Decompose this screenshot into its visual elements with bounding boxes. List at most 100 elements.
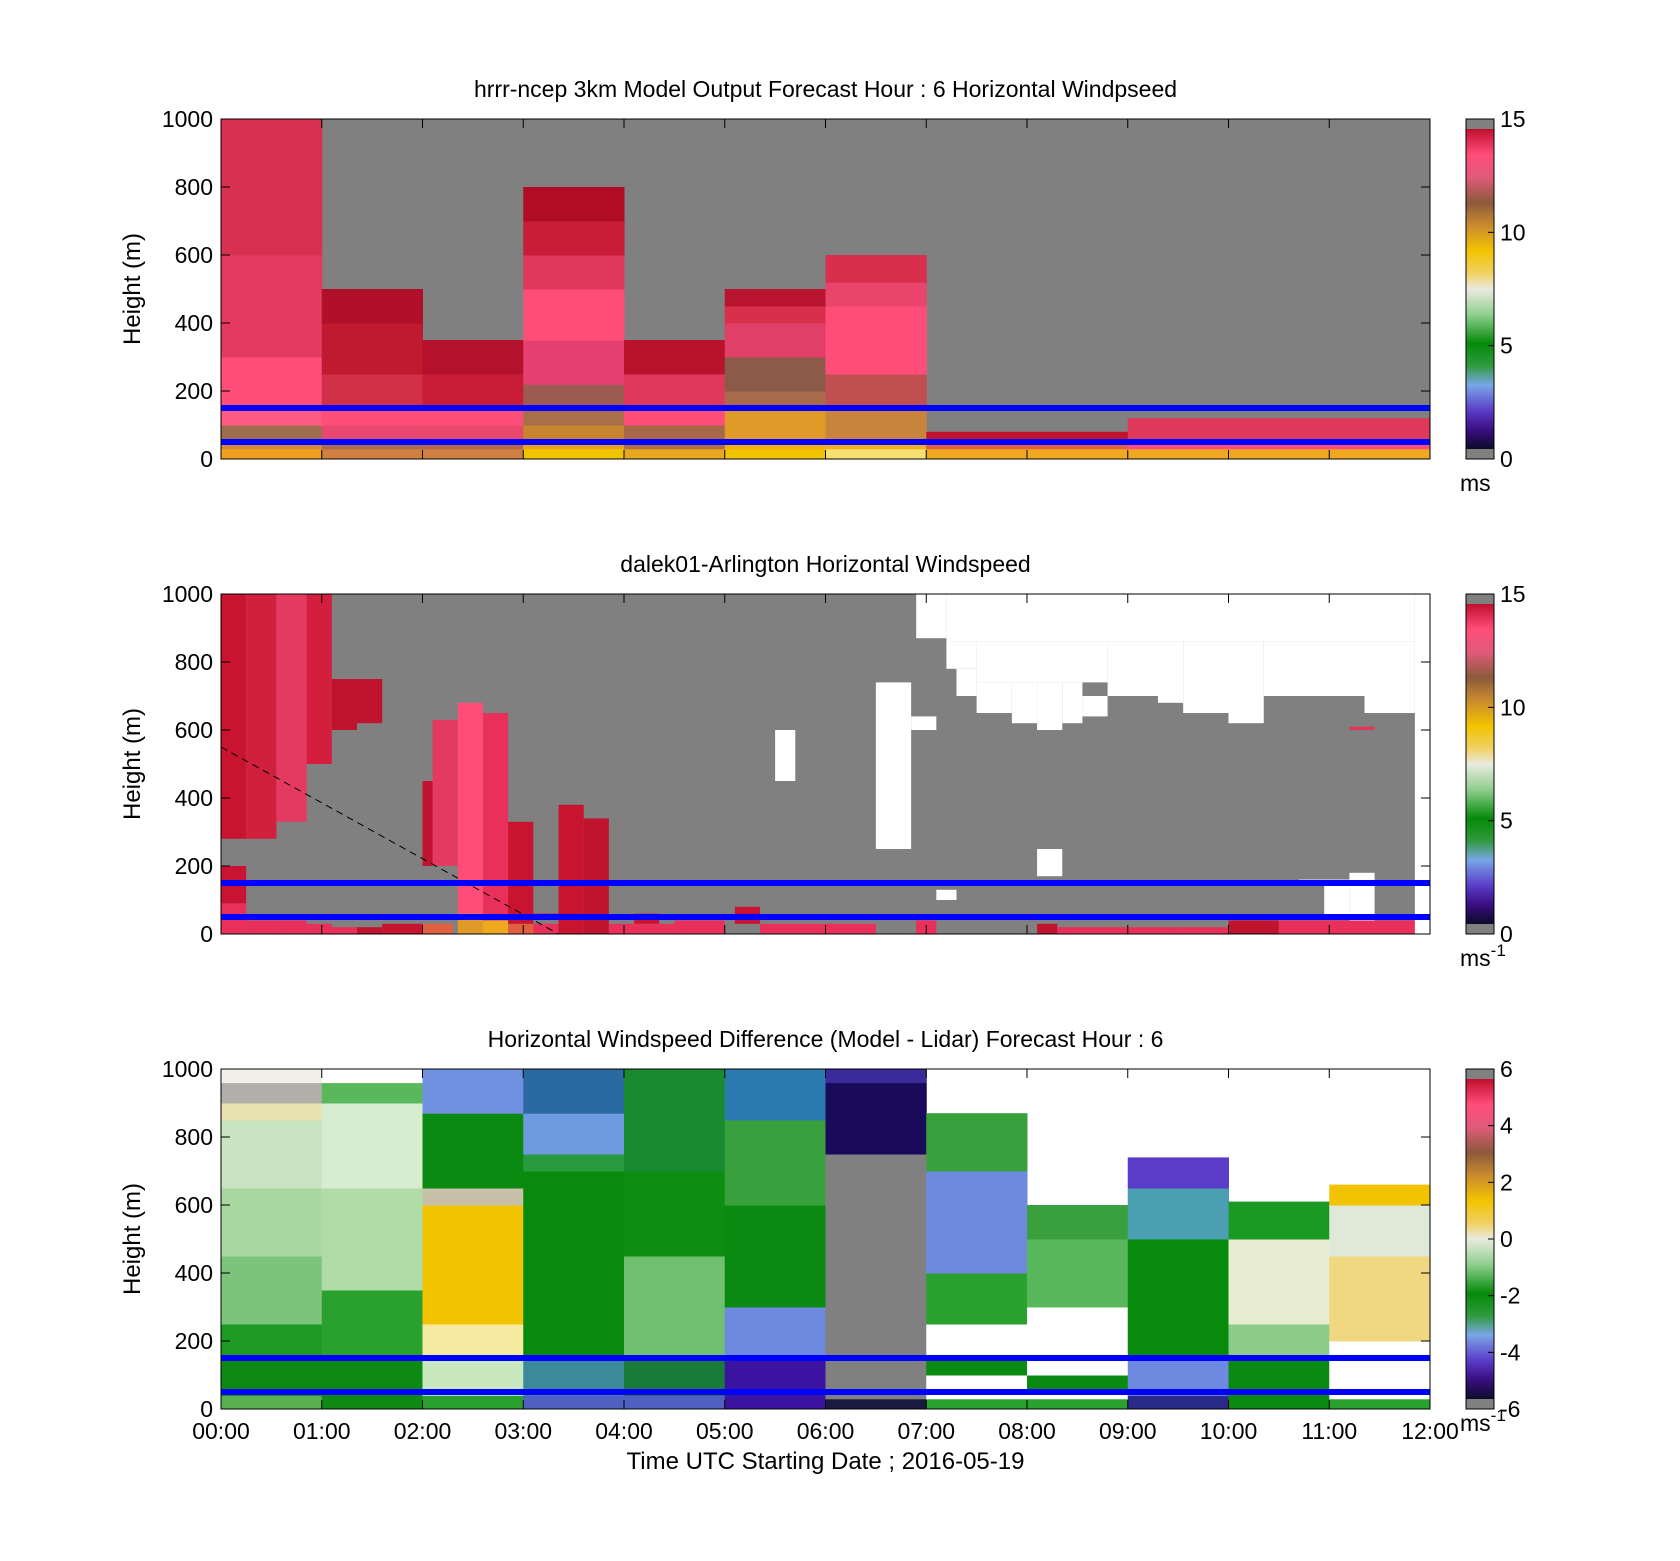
- y-axis-label: Height (m): [119, 1183, 146, 1295]
- y-tick-label: 800: [175, 174, 213, 200]
- heatmap-cell: [482, 920, 509, 934]
- x-tick-label: 01:00: [293, 1418, 351, 1444]
- heatmap-cell: [1228, 418, 1330, 443]
- dashed-reference-line: [220, 746, 559, 935]
- colorbar-tick-label: -4: [1500, 1339, 1521, 1365]
- heatmap-cell: [1329, 448, 1431, 460]
- missing-data-cell: [1157, 641, 1184, 703]
- colorbar-tick-label: 15: [1500, 581, 1526, 607]
- heatmap-cell: [221, 255, 323, 358]
- colorbar-frame: [1465, 593, 1495, 935]
- heatmap-cell: [724, 1358, 826, 1410]
- heatmap-cell: [1027, 1239, 1129, 1308]
- y-tick-label: 0: [200, 446, 213, 472]
- heatmap-cell: [523, 255, 625, 290]
- heatmap-cell: [422, 1188, 524, 1206]
- missing-data-cell: [1037, 849, 1063, 877]
- heatmap-cell: [724, 323, 826, 358]
- heatmap-cell: [422, 374, 524, 409]
- heatmap-cell: [1127, 1395, 1229, 1410]
- heatmap-cell: [1127, 1157, 1229, 1189]
- y-tick-label: 800: [175, 649, 213, 675]
- heatmap-cell: [246, 920, 277, 934]
- heatmap-cell: [523, 1069, 625, 1114]
- heatmap-cell: [422, 1205, 524, 1325]
- heatmap-cell: [523, 448, 625, 460]
- heatmap-cell: [321, 1290, 423, 1359]
- heatmap-cell: [321, 1358, 423, 1410]
- heatmap-cell: [523, 289, 625, 341]
- heatmap-cell: [523, 1113, 625, 1155]
- heatmap-cell: [221, 1188, 323, 1257]
- colorbar-unit-exponent: -1: [1491, 941, 1506, 960]
- missing-data-cell: [1263, 641, 1365, 696]
- heatmap-cell: [331, 927, 358, 934]
- heatmap-cell: [523, 1395, 625, 1410]
- heatmap-cell: [724, 408, 826, 440]
- heatmap-cell: [422, 340, 524, 375]
- heatmap-cell: [1329, 418, 1431, 443]
- heatmap-cells: [221, 119, 1431, 460]
- y-tick-label: 600: [175, 242, 213, 268]
- y-tick-label: 0: [200, 1396, 213, 1422]
- x-tick-label: 07:00: [897, 1418, 955, 1444]
- heatmap-cell: [1127, 442, 1229, 450]
- heatmap-cell: [724, 1307, 826, 1359]
- y-tick-label: 400: [175, 785, 213, 811]
- x-tick-label: 05:00: [696, 1418, 754, 1444]
- heatmap-cell: [1027, 1398, 1129, 1410]
- heatmap-cell: [523, 187, 625, 222]
- heatmap-cells: [221, 1069, 1431, 1410]
- heatmap-cell: [321, 408, 423, 426]
- heatmap-cell: [422, 1069, 524, 1114]
- heatmap-cell: [926, 1273, 1028, 1325]
- heatmap-cell: [1127, 418, 1229, 443]
- x-tick-label: 08:00: [998, 1418, 1056, 1444]
- missing-data-cell: [1364, 641, 1415, 713]
- x-axis-label: Time UTC Starting Date ; 2016-05-19: [627, 1448, 1025, 1475]
- heatmap-cell: [926, 431, 1028, 443]
- heatmap-cell: [825, 1154, 927, 1342]
- colorbar-tick-label: -6: [1500, 1396, 1520, 1422]
- y-axis-label: Height (m): [119, 708, 146, 820]
- heatmap-cell: [321, 1069, 423, 1084]
- heatmap-cell: [825, 408, 927, 440]
- missing-data-cell: [1037, 682, 1063, 730]
- missing-data-cell: [1324, 883, 1350, 917]
- heatmap-cell: [624, 374, 726, 409]
- heatmap-cell: [624, 1069, 726, 1172]
- heatmap-cell: [221, 1103, 323, 1121]
- heatmap-cell: [1228, 1201, 1330, 1240]
- heatmap-cell: [624, 1256, 726, 1359]
- heatmap-cell: [926, 1398, 1028, 1410]
- missing-data-cell: [1228, 713, 1264, 724]
- y-tick-label: 200: [175, 378, 213, 404]
- heatmap-cell: [624, 340, 726, 375]
- colorbar-tick-label: 15: [1500, 106, 1526, 132]
- heatmap-cell: [523, 340, 625, 385]
- heatmap-cell: [432, 719, 458, 866]
- colorbar-tick-label: 0: [1500, 1226, 1513, 1252]
- heatmap-cell: [1228, 1239, 1330, 1325]
- heatmap-cell: [523, 408, 625, 426]
- heatmap-cell: [321, 1103, 423, 1189]
- heatmap-cell: [1178, 927, 1229, 934]
- heatmap-cell: [825, 282, 927, 307]
- heatmap-cell: [1228, 442, 1330, 450]
- heatmap-cell: [674, 920, 725, 934]
- x-tick-label: 03:00: [494, 1418, 552, 1444]
- colorbar-tick-label: 10: [1500, 694, 1526, 720]
- heatmap-cell: [926, 1171, 1028, 1274]
- missing-data-cell: [976, 641, 1108, 683]
- heatmap-cell: [422, 1395, 524, 1410]
- colorbar-tick-label: 10: [1500, 219, 1526, 245]
- heatmap-cell: [825, 448, 927, 460]
- missing-data-cell: [936, 889, 957, 900]
- missing-data-cell: [911, 716, 937, 730]
- heatmap-cell: [1329, 1184, 1431, 1206]
- missing-data-cell: [946, 594, 1415, 642]
- colorbar-unit: ms-1: [1460, 941, 1506, 971]
- heatmap-cell: [624, 448, 726, 460]
- heatmap-cell: [221, 1069, 323, 1084]
- heatmap-cell: [523, 221, 625, 256]
